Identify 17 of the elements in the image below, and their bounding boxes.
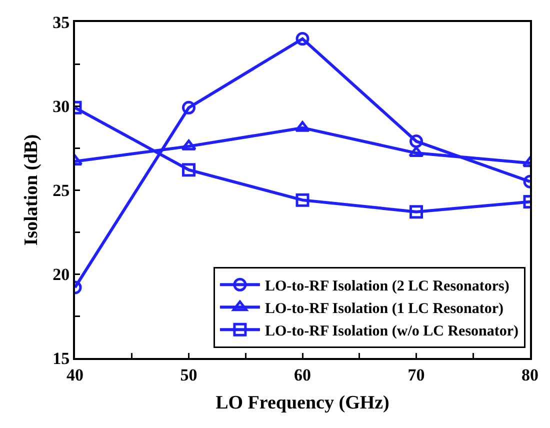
y-tick-label: 15 xyxy=(52,348,70,368)
y-tick-label: 20 xyxy=(52,264,70,284)
x-tick-label: 40 xyxy=(66,365,84,384)
y-axis-title: Isolation (dB) xyxy=(20,134,42,246)
y-tick-label: 25 xyxy=(52,180,70,200)
point xyxy=(296,193,310,207)
x-axis-title: LO Frequency (GHz) xyxy=(216,392,390,414)
y-tick-label: 35 xyxy=(52,12,70,32)
x-tick-label: 80 xyxy=(522,365,538,384)
x-tick-label: 70 xyxy=(408,365,425,384)
legend-label: LO-to-RF Isolation (1 LC Resonator) xyxy=(264,301,504,318)
y-tick-label: 30 xyxy=(52,96,70,116)
legend-label: LO-to-RF Isolation (w/o LC Resonator) xyxy=(264,324,519,340)
point xyxy=(296,32,310,46)
x-tick-label: 60 xyxy=(294,365,311,384)
x-tick-label: 50 xyxy=(180,365,198,384)
legend-label: LO-to-RF Isolation (2 LC Resonators) xyxy=(264,278,510,295)
